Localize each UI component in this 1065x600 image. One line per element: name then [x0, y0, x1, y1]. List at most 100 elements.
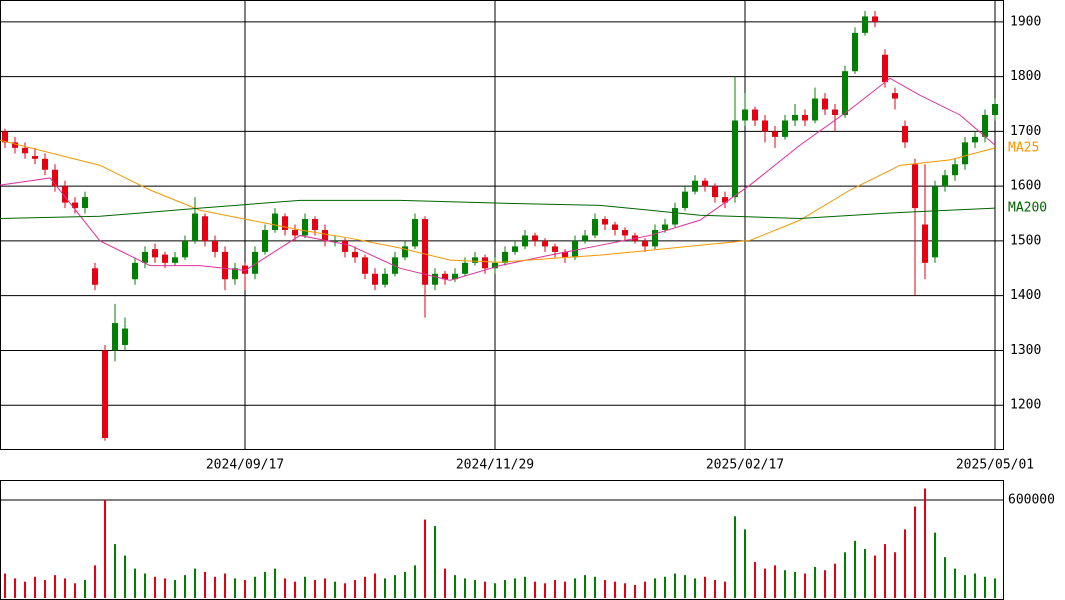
candle-body — [202, 216, 208, 241]
candle-body — [232, 268, 238, 280]
candle-body — [462, 262, 468, 274]
volume-bar — [154, 576, 156, 598]
volume-bar — [354, 580, 356, 598]
volume-bar — [54, 575, 56, 598]
candle-body — [932, 186, 938, 258]
candle-body — [792, 114, 798, 121]
volume-bar — [284, 578, 286, 598]
volume-bar — [264, 571, 266, 598]
volume-bar — [194, 568, 196, 598]
candle-body — [32, 156, 38, 159]
volume-bar — [94, 565, 96, 598]
volume-bar — [834, 563, 836, 598]
moving-average — [0, 139, 996, 263]
candle-body — [652, 229, 658, 247]
volume-bar — [64, 578, 66, 598]
volume-bar — [414, 565, 416, 598]
volume-bar — [144, 573, 146, 598]
candle-body — [432, 273, 438, 285]
volume-bar — [564, 581, 566, 598]
candle-body — [832, 109, 838, 115]
volume-bar — [754, 562, 756, 598]
volume-bar — [934, 532, 936, 598]
volume-bar — [104, 499, 106, 598]
candle-body — [282, 216, 288, 230]
candle-body — [22, 147, 28, 154]
volume-bar — [134, 568, 136, 598]
candle-body — [382, 273, 388, 285]
volume-bar — [234, 578, 236, 598]
candle-body — [152, 249, 158, 258]
volume-bar — [864, 548, 866, 598]
candle-body — [42, 158, 48, 170]
candle-body — [122, 328, 128, 345]
candle-body — [612, 224, 618, 230]
volume-bar — [204, 571, 206, 598]
candle-body — [862, 16, 868, 33]
volume-bar — [484, 581, 486, 598]
volume-bar — [604, 580, 606, 598]
x-tick-label: 2024/09/17 — [206, 458, 284, 473]
candle-body — [942, 175, 948, 187]
volume-bar — [904, 529, 906, 598]
volume-bar — [874, 555, 876, 598]
candle-body — [992, 104, 998, 115]
volume-bar — [664, 576, 666, 598]
candle-body — [972, 136, 978, 143]
candle-body — [752, 109, 758, 121]
candle-body — [422, 219, 428, 285]
candle-body — [272, 213, 278, 230]
candle-body — [732, 120, 738, 198]
volume-bar — [304, 576, 306, 598]
volume-bar — [524, 576, 526, 598]
candle-body — [672, 208, 678, 225]
candle-body — [522, 235, 528, 247]
candle-body — [502, 251, 508, 263]
candle-body — [572, 240, 578, 258]
y-tick-label: 600000 — [1008, 492, 1055, 507]
candle-body — [52, 169, 58, 187]
volume-bar — [504, 580, 506, 598]
volume-bar — [584, 575, 586, 598]
y-tick-label: 1900 — [1010, 14, 1041, 29]
candle-body — [92, 268, 98, 285]
candle-body — [372, 273, 378, 285]
candle-body — [602, 219, 608, 225]
volume-bar — [314, 580, 316, 598]
candle-body — [132, 262, 138, 280]
volume-bar — [674, 573, 676, 598]
volume-bar — [764, 568, 766, 598]
candle-body — [872, 16, 878, 22]
volume-bar — [214, 576, 216, 598]
volume-bar — [854, 540, 856, 598]
candle-body — [662, 224, 668, 230]
volume-bar — [324, 578, 326, 598]
volume-bar — [514, 578, 516, 598]
volume-bar — [534, 581, 536, 598]
volume-bar — [714, 580, 716, 598]
candle-body — [182, 240, 188, 258]
volume-bar — [394, 575, 396, 598]
moving-average — [0, 199, 996, 219]
volume-bar — [914, 506, 916, 598]
volume-bar — [124, 555, 126, 598]
candle-body — [712, 186, 718, 198]
candle-body — [842, 71, 848, 115]
volume-bar — [384, 578, 386, 598]
volume-bar — [814, 566, 816, 598]
volume-bar — [34, 576, 36, 598]
candle-body — [312, 219, 318, 230]
candle-body — [882, 54, 888, 83]
volume-bar — [784, 570, 786, 598]
candle-body — [552, 246, 558, 252]
volume-bar — [884, 544, 886, 598]
volume-bar — [244, 580, 246, 598]
candle-body — [742, 109, 748, 121]
candle-body — [822, 98, 828, 110]
volume-bar — [544, 583, 546, 598]
candle-body — [412, 219, 418, 247]
x-tick-label: 2025/05/01 — [956, 458, 1034, 473]
candle-body — [162, 254, 168, 263]
volume-bar — [274, 568, 276, 598]
volume-bar — [374, 573, 376, 598]
